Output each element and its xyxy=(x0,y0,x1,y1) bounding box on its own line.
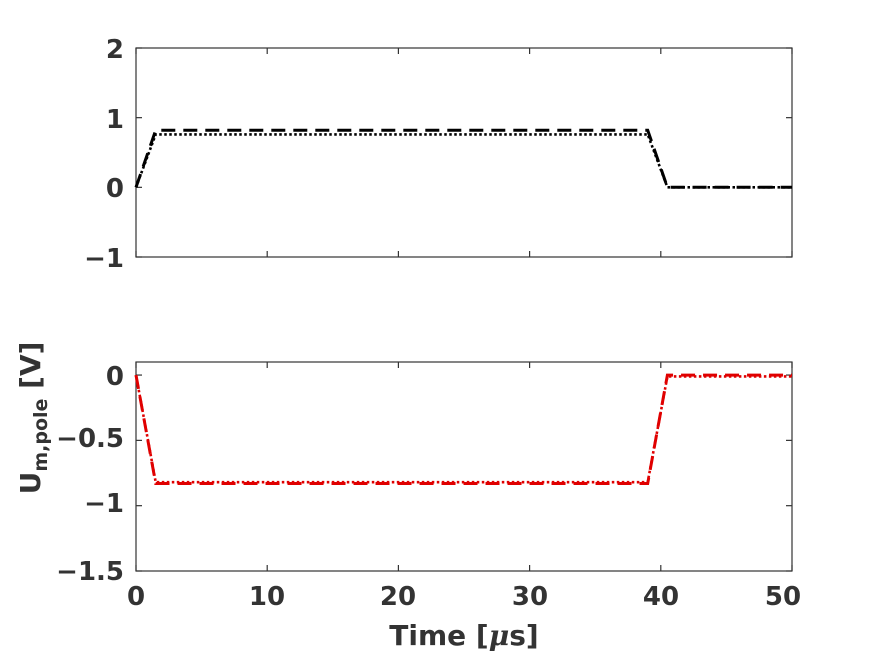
x-tick-label-20: 20 xyxy=(380,582,416,612)
y-axis-label-sub: m,pole xyxy=(30,399,52,472)
x-tick-label-50: 50 xyxy=(765,582,801,612)
top-y-tick-label-2: 2 xyxy=(106,35,124,65)
bottom-series-line-2 xyxy=(134,374,792,484)
top-subplot: 2 1 0 −1 xyxy=(84,35,793,274)
top-ticks xyxy=(135,47,793,258)
x-axis-label-mu: μ xyxy=(489,619,510,652)
x-axis-label: Time [μs] xyxy=(389,619,538,652)
top-y-tick-label-0: 0 xyxy=(106,174,124,204)
bottom-y-tick-label-neg1-5: −1.5 xyxy=(56,557,124,587)
bottom-x-tick-labels: 0 10 20 30 40 50 xyxy=(127,582,801,612)
bottom-plot-frame xyxy=(135,361,793,572)
bottom-y-tick-label-neg1: −1 xyxy=(84,489,124,519)
bottom-series xyxy=(134,373,792,485)
top-series xyxy=(134,128,792,189)
bottom-y-tick-label-0: 0 xyxy=(106,362,124,392)
x-tick-label-10: 10 xyxy=(249,582,285,612)
bottom-y-tick-labels: 0 −0.5 −1 −1.5 xyxy=(56,362,124,587)
y-axis-label-unit: [V] xyxy=(14,342,47,399)
y-axis-label-main: U xyxy=(14,472,47,495)
x-tick-label-40: 40 xyxy=(643,582,679,612)
bottom-subplot: 0 −0.5 −1 −1.5 0 10 20 30 40 50 xyxy=(56,361,801,612)
x-axis-label-tail: s] xyxy=(509,619,538,652)
bottom-ticks xyxy=(135,362,793,572)
top-y-tick-label-1: 1 xyxy=(106,105,124,135)
top-series-line-1 xyxy=(134,128,792,189)
top-y-tick-labels: 2 1 0 −1 xyxy=(84,35,124,274)
y-axis-label: Um,pole [V] xyxy=(14,342,52,495)
bottom-y-tick-label-neg0-5: −0.5 xyxy=(56,424,124,454)
top-plot-frame xyxy=(135,47,793,258)
top-series-line-2 xyxy=(134,133,792,189)
bottom-series-line-1 xyxy=(134,373,792,485)
x-axis-label-text: Time [ xyxy=(389,619,488,652)
x-tick-label-0: 0 xyxy=(127,582,145,612)
x-tick-label-30: 30 xyxy=(512,582,548,612)
top-y-tick-label-neg1: −1 xyxy=(84,244,124,274)
